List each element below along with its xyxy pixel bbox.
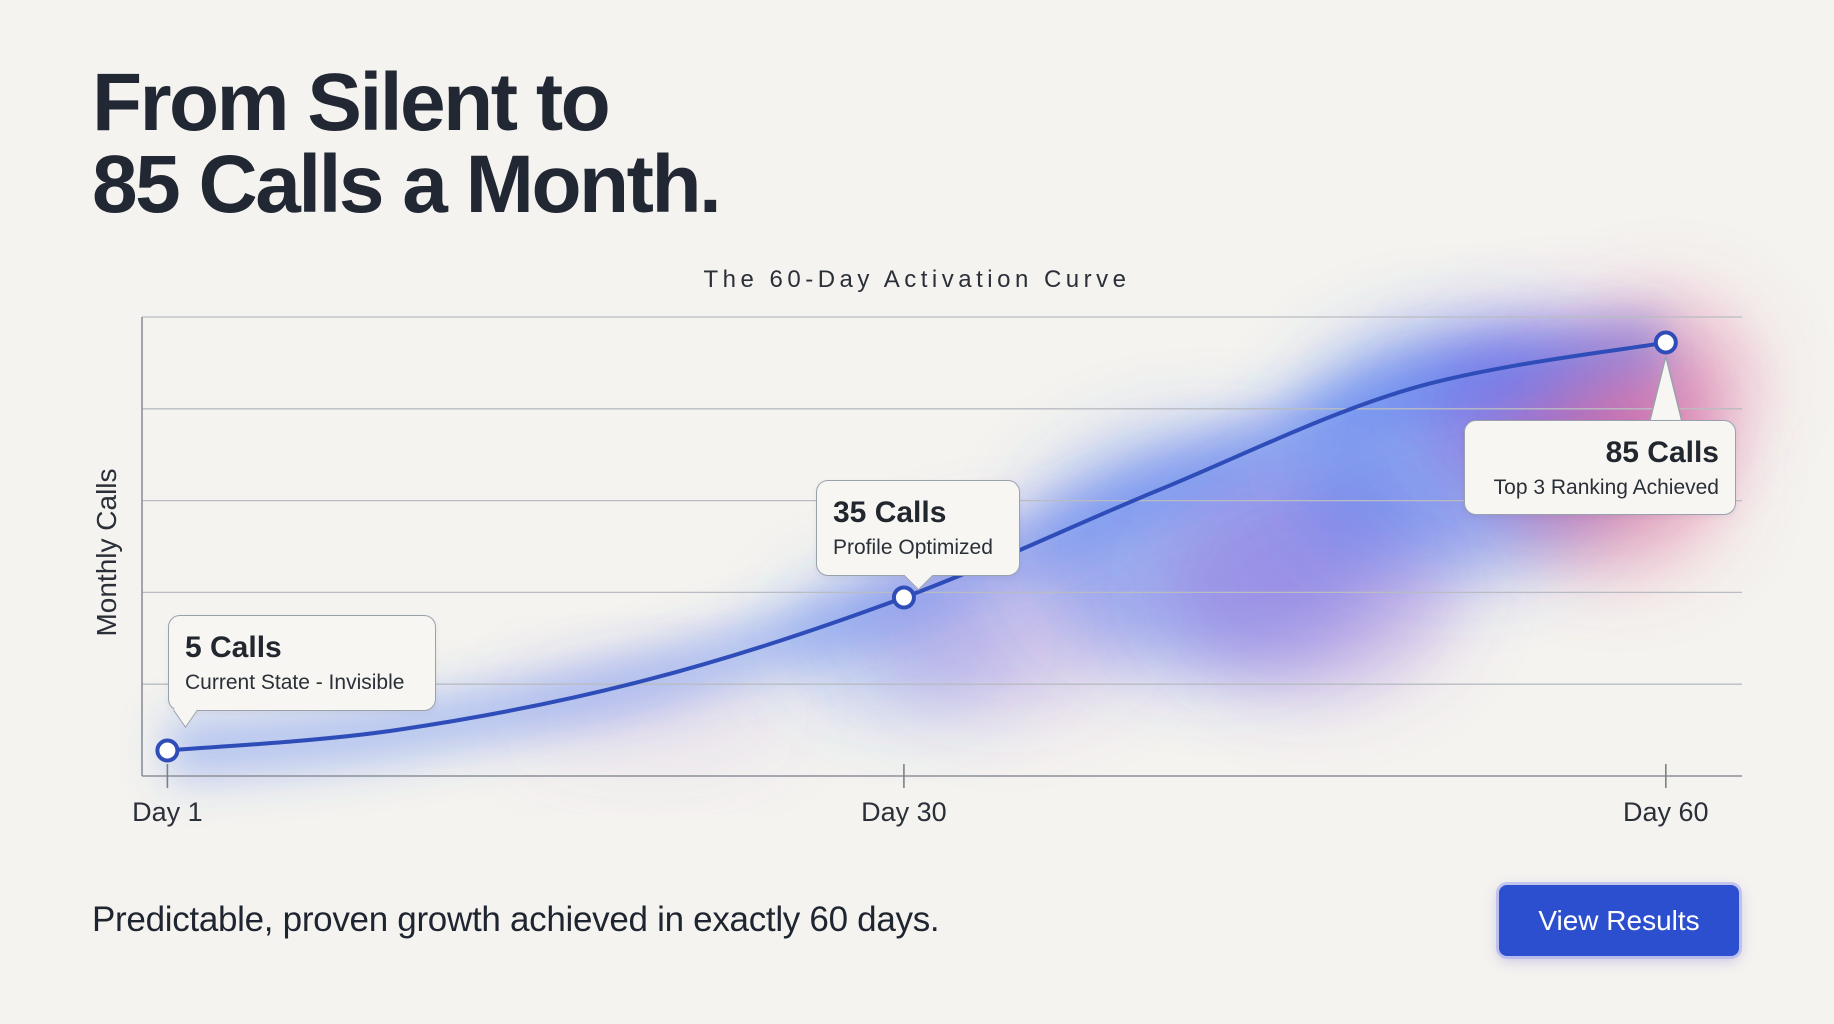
callout-day-30: 35 Calls Profile Optimized (816, 480, 1020, 591)
x-tick-label: Day 1 (132, 797, 203, 827)
callout-value: 5 Calls (185, 631, 282, 664)
tagline: Predictable, proven growth achieved in e… (92, 900, 940, 939)
chart-series (155, 330, 1678, 763)
headline-line-2: 85 Calls a Month. (92, 139, 722, 230)
headline: From Silent to 85 Calls a Month. (92, 57, 722, 230)
callout-description: Top 3 Ranking Achieved (1493, 476, 1719, 499)
chart-labels: Day 1 Day 30 Day 60 Monthly Calls (91, 356, 1709, 827)
chart-title: The 60-Day Activation Curve (703, 266, 1131, 293)
chart-axes (141, 317, 1742, 788)
headline-line-1: From Silent to (92, 57, 611, 148)
callout-day-60: 85 Calls Top 3 Ranking Achieved (1464, 420, 1736, 515)
y-axis-label: Monthly Calls (91, 468, 122, 636)
callout-description: Current State - Invisible (185, 671, 405, 694)
callout-value: 85 Calls (1605, 436, 1719, 469)
data-point-marker (1653, 330, 1678, 355)
callout-value: 35 Calls (833, 496, 947, 529)
data-point-marker (155, 738, 180, 763)
x-tick-label: Day 60 (1623, 797, 1709, 827)
callout-description: Profile Optimized (833, 536, 993, 559)
view-results-button[interactable]: View Results (1499, 885, 1739, 956)
data-point-marker (891, 585, 916, 610)
callout-day-1: 5 Calls Current State - Invisible (168, 615, 436, 728)
x-tick-label: Day 30 (861, 797, 947, 827)
